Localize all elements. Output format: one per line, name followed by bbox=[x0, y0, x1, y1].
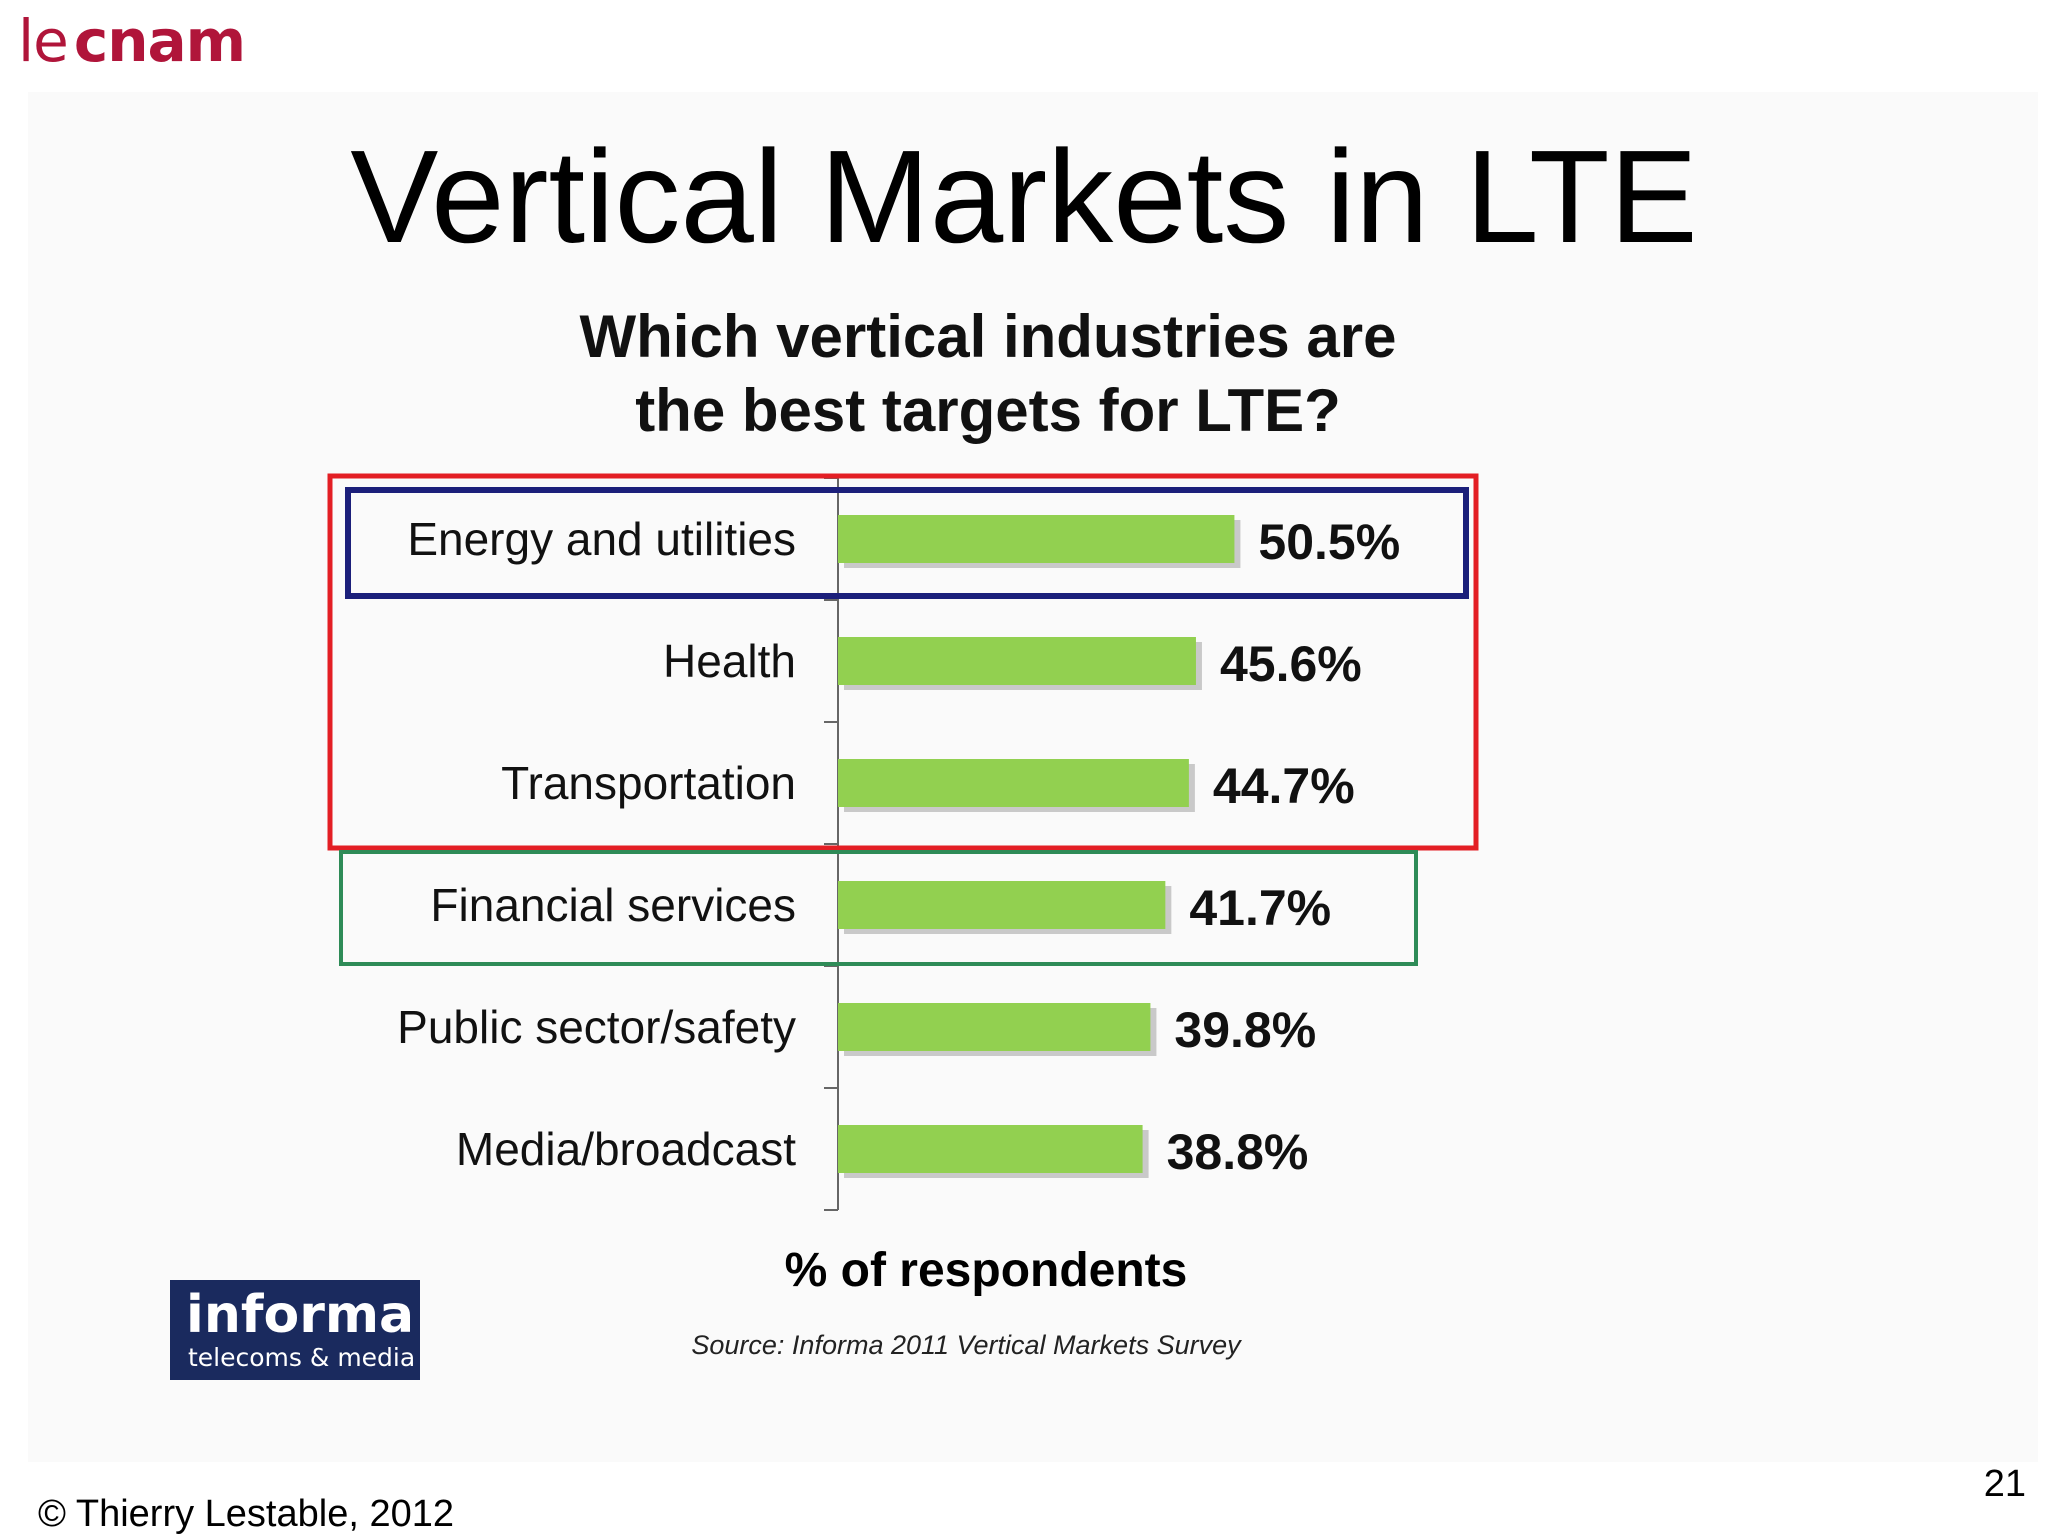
value-label: 45.6% bbox=[1220, 636, 1362, 692]
bar-transportation bbox=[838, 759, 1189, 807]
bar-financial-services bbox=[838, 881, 1166, 929]
value-label: 39.8% bbox=[1174, 1002, 1316, 1058]
bar-energy-and-utilities bbox=[838, 515, 1235, 563]
page-number: 21 bbox=[1983, 1463, 2026, 1505]
bar-public-sector-safety bbox=[838, 1003, 1151, 1051]
value-label: 50.5% bbox=[1258, 514, 1400, 570]
value-label: 41.7% bbox=[1189, 880, 1331, 936]
category-label: Media/broadcast bbox=[456, 1123, 796, 1175]
informa-logo: informa telecoms & media bbox=[170, 1280, 420, 1380]
copyright: © Thierry Lestable, 2012 bbox=[38, 1493, 454, 1535]
category-label: Health bbox=[663, 635, 796, 687]
cnam-logo-name: cnam bbox=[73, 7, 246, 75]
chart-title: Which vertical industries are the best t… bbox=[488, 300, 1488, 448]
cnam-logo: le cnam bbox=[18, 6, 246, 76]
informa-logo-name: informa bbox=[186, 1285, 415, 1345]
bar-health bbox=[838, 637, 1196, 685]
chart-title-line-1: Which vertical industries are bbox=[579, 303, 1397, 370]
bar-media-broadcast bbox=[838, 1125, 1143, 1173]
cnam-logo-prefix: le bbox=[18, 7, 69, 75]
value-label: 44.7% bbox=[1213, 758, 1355, 814]
category-label: Public sector/safety bbox=[397, 1001, 796, 1053]
value-label: 38.8% bbox=[1167, 1124, 1309, 1180]
informa-logo-tagline: telecoms & media bbox=[188, 1343, 416, 1372]
category-label: Energy and utilities bbox=[407, 513, 796, 565]
highlight-box-energy bbox=[345, 487, 1469, 599]
source-note: Source: Informa 2011 Vertical Markets Su… bbox=[691, 1330, 1241, 1360]
x-axis-title: % of respondents bbox=[784, 1244, 1188, 1297]
slide-title: Vertical Markets in LTE bbox=[350, 123, 1698, 270]
highlight-box-top-three bbox=[327, 473, 1479, 851]
highlight-box-financial bbox=[339, 850, 1418, 966]
category-label: Transportation bbox=[501, 757, 796, 809]
category-label: Financial services bbox=[430, 879, 796, 931]
chart-title-line-2: the best targets for LTE? bbox=[635, 377, 1341, 444]
